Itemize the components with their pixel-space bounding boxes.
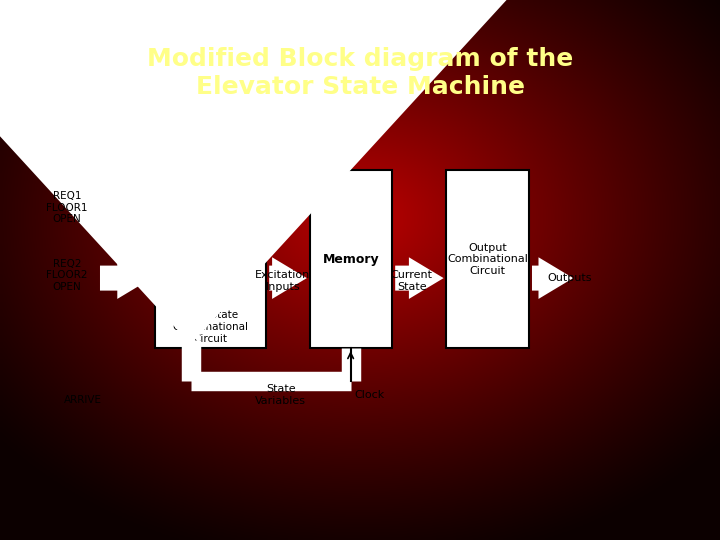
Text: Outputs: Outputs (547, 273, 592, 283)
Text: REQ2
FLOOR2
OPEN: REQ2 FLOOR2 OPEN (46, 259, 88, 292)
Text: Output
Combinational
Circuit: Output Combinational Circuit (447, 242, 528, 276)
Text: Memory: Memory (323, 253, 379, 266)
Text: Excitation
Inputs: Excitation Inputs (256, 270, 310, 292)
Text: Current
State: Current State (391, 270, 433, 292)
Bar (155, 170, 266, 348)
Text: Modified Block diagram of the
Elevator State Machine: Modified Block diagram of the Elevator S… (147, 47, 573, 99)
Text: Clock: Clock (354, 390, 384, 400)
Text: SR2
Latch: SR2 Latch (194, 271, 227, 299)
Bar (310, 170, 392, 348)
Text: REQ1
FLOOR1
OPEN: REQ1 FLOOR1 OPEN (46, 191, 88, 225)
Text: ARRIVE: ARRIVE (64, 395, 102, 404)
Text: State
Variables: State Variables (256, 384, 306, 406)
Text: SR1
Latch: SR1 Latch (194, 197, 227, 225)
Text: Next State
Combinational
Circuit: Next State Combinational Circuit (173, 310, 248, 343)
Bar (446, 170, 529, 348)
